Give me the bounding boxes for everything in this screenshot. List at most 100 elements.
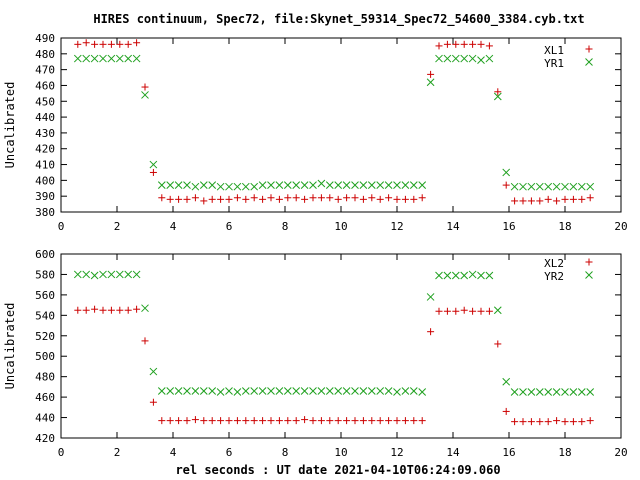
point-yr1-50 xyxy=(493,92,502,101)
point-xl2-51 xyxy=(502,407,510,415)
point-xl1-11 xyxy=(166,195,174,203)
x-tick-label-bottom-14: 14 xyxy=(446,446,460,459)
legend-label-xl1: XL1 xyxy=(544,44,564,57)
point-xl1-7 xyxy=(133,39,141,47)
point-yr1-34 xyxy=(359,181,368,189)
point-xl2-29 xyxy=(317,417,325,425)
point-xl1-14 xyxy=(191,194,199,202)
point-yr2-5 xyxy=(115,270,124,279)
point-yr2-11 xyxy=(166,387,175,395)
point-xl2-10 xyxy=(158,417,166,425)
point-xl2-17 xyxy=(217,417,225,425)
point-yr2-7 xyxy=(132,270,141,279)
point-xl2-28 xyxy=(309,417,317,425)
x-tick-label-bottom-10: 10 xyxy=(334,446,347,459)
point-xl1-61 xyxy=(586,194,594,202)
point-xl2-18 xyxy=(225,417,233,425)
point-xl1-43 xyxy=(435,42,443,50)
point-xl2-36 xyxy=(376,417,384,425)
y-tick-label-bottom-580: 580 xyxy=(35,268,55,281)
x-tick-label-bottom-4: 4 xyxy=(170,446,177,459)
point-xl1-47 xyxy=(469,40,477,48)
point-xl1-32 xyxy=(343,194,351,202)
point-xl1-13 xyxy=(183,195,191,203)
point-yr2-58 xyxy=(561,388,569,396)
point-yr1-21 xyxy=(250,182,259,191)
point-xl2-14 xyxy=(191,416,199,424)
point-xl1-10 xyxy=(158,194,166,202)
y-tick-label-bottom-420: 420 xyxy=(35,432,55,445)
point-xl2-26 xyxy=(292,417,300,425)
point-xl1-15 xyxy=(200,197,208,205)
point-xl1-55 xyxy=(536,197,544,205)
y-tick-label-top-420: 420 xyxy=(35,143,55,156)
point-yr1-17 xyxy=(216,182,225,191)
point-xl2-44 xyxy=(443,307,451,315)
point-yr2-56 xyxy=(544,388,553,396)
plot-frame-top xyxy=(60,37,622,213)
point-xl2-25 xyxy=(284,417,292,425)
point-xl2-32 xyxy=(343,417,351,425)
point-xl1-39 xyxy=(401,195,409,203)
point-yr2-44 xyxy=(443,271,452,280)
point-yr1-54 xyxy=(527,182,536,191)
y-axis-ticks-top: 380 390 400 410 420 430 440 450 460 470 480 490 xyxy=(35,32,621,219)
point-xl1-38 xyxy=(393,195,401,203)
point-xl1-3 xyxy=(99,40,107,48)
point-yr1-55 xyxy=(535,182,544,191)
point-xl1-46 xyxy=(460,40,468,48)
x-axis-ticks-top: 0 2 4 6 8 10 12 14 16 18 20 xyxy=(58,38,628,233)
x-tick-label-bottom-18: 18 xyxy=(558,446,571,459)
point-yr1-33 xyxy=(351,181,359,189)
point-xl1-12 xyxy=(175,195,183,203)
legend-bottom: XL2 YR2 xyxy=(544,257,593,283)
point-yr2-39 xyxy=(401,387,410,395)
point-xl1-21 xyxy=(250,194,258,202)
x-tick-label-top-10: 10 xyxy=(334,220,347,233)
point-xl1-48 xyxy=(477,40,485,48)
point-yr1-8 xyxy=(141,91,149,99)
point-yr2-35 xyxy=(367,387,376,395)
point-yr2-31 xyxy=(334,387,343,395)
point-yr1-25 xyxy=(283,181,292,189)
point-yr2-37 xyxy=(384,387,393,395)
point-yr1-13 xyxy=(183,181,191,189)
point-yr1-45 xyxy=(451,54,460,63)
point-yr2-13 xyxy=(183,387,191,395)
point-yr2-42 xyxy=(426,293,435,301)
point-xl2-43 xyxy=(435,307,443,315)
point-xl2-55 xyxy=(536,418,544,426)
point-yr2-28 xyxy=(309,387,317,395)
point-yr2-57 xyxy=(552,388,561,396)
point-yr1-38 xyxy=(393,181,401,189)
point-xl2-6 xyxy=(124,306,132,314)
point-xl1-37 xyxy=(385,194,393,202)
point-xl2-3 xyxy=(99,306,107,314)
point-xl1-40 xyxy=(410,195,418,203)
point-xl1-2 xyxy=(91,40,99,48)
point-xl1-6 xyxy=(124,40,132,48)
point-yr1-42 xyxy=(426,78,435,87)
point-xl2-58 xyxy=(561,418,569,426)
legend-marker-yr2 xyxy=(585,271,593,279)
point-xl2-7 xyxy=(133,305,141,313)
point-yr2-53 xyxy=(519,388,527,396)
x-tick-label-top-12: 12 xyxy=(390,220,403,233)
y-tick-label-top-440: 440 xyxy=(35,111,55,124)
point-yr2-20 xyxy=(241,387,250,395)
point-xl1-42 xyxy=(427,70,435,78)
point-yr2-33 xyxy=(351,387,359,395)
point-xl1-4 xyxy=(107,40,115,48)
point-xl1-8 xyxy=(141,83,149,91)
point-xl2-42 xyxy=(427,328,435,336)
x-tick-label-top-0: 0 xyxy=(58,220,65,233)
legend-marker-xl1 xyxy=(585,45,593,53)
point-yr2-21 xyxy=(250,387,259,395)
point-yr1-30 xyxy=(325,181,334,189)
point-xl2-24 xyxy=(275,417,283,425)
point-yr2-49 xyxy=(485,271,494,280)
point-xl1-41 xyxy=(418,194,426,202)
point-xl2-19 xyxy=(233,417,241,425)
point-yr1-12 xyxy=(174,181,183,189)
x-tick-label-bottom-16: 16 xyxy=(502,446,515,459)
